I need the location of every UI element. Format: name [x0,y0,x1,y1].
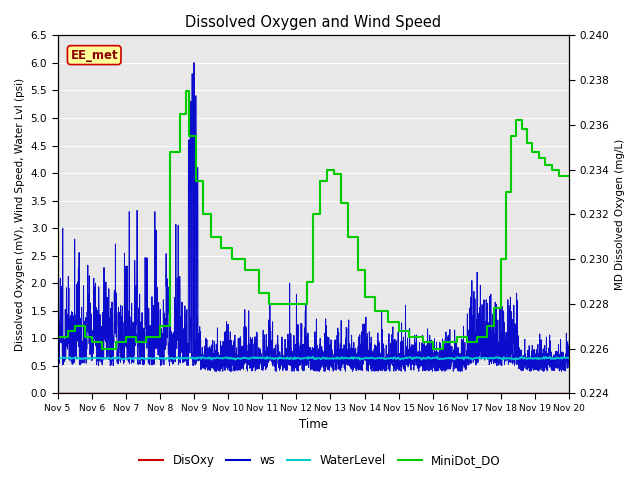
Text: EE_met: EE_met [70,48,118,61]
X-axis label: Time: Time [299,419,328,432]
Legend: DisOxy, ws, WaterLevel, MiniDot_DO: DisOxy, ws, WaterLevel, MiniDot_DO [134,449,506,472]
Y-axis label: MD Dissolved Oxygen (mg/L): MD Dissolved Oxygen (mg/L) [615,139,625,290]
Title: Dissolved Oxygen and Wind Speed: Dissolved Oxygen and Wind Speed [186,15,442,30]
Y-axis label: Dissolved Oxygen (mV), Wind Speed, Water Lvl (psi): Dissolved Oxygen (mV), Wind Speed, Water… [15,78,25,351]
